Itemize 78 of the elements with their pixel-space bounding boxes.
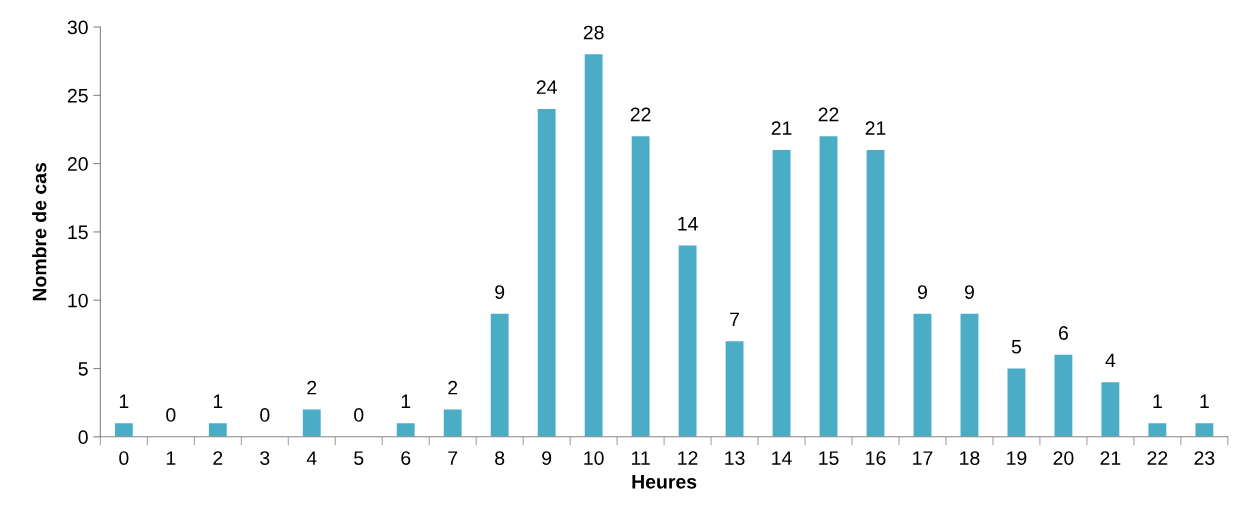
- data-label: 21: [771, 121, 792, 135]
- data-label: 9: [495, 285, 505, 299]
- data-label: 1: [119, 394, 129, 408]
- x-tick-label: 12: [678, 451, 698, 465]
- bar: [443, 409, 462, 437]
- data-label: 7: [730, 312, 739, 327]
- bar: [396, 423, 415, 437]
- y-tick-label: 0: [78, 430, 88, 445]
- x-tick-label: 17: [913, 451, 933, 465]
- x-axis-title: Heures: [632, 475, 697, 489]
- data-label: 2: [307, 380, 317, 395]
- data-label: 22: [630, 107, 651, 122]
- bar: [302, 409, 321, 437]
- bar: [1195, 423, 1214, 437]
- x-tick-label: 7: [448, 451, 458, 465]
- bar: [1101, 382, 1120, 437]
- bar: [1148, 423, 1167, 437]
- data-label: 2: [448, 380, 458, 395]
- data-label: 1: [213, 394, 223, 408]
- bar: [960, 313, 979, 437]
- data-label: 21: [865, 121, 886, 135]
- data-label: 0: [166, 408, 176, 422]
- data-label: 14: [678, 217, 698, 231]
- x-tick-label: 13: [725, 451, 745, 465]
- bar: [725, 341, 744, 437]
- x-tick-label: 11: [632, 451, 650, 465]
- x-tick-label: 8: [495, 451, 505, 465]
- y-tick-label: 30: [67, 20, 88, 35]
- x-tick-label: 1: [166, 451, 176, 465]
- x-tick-label: 22: [1147, 451, 1168, 465]
- x-tick-label: 19: [1007, 451, 1027, 465]
- x-tick-label: 9: [542, 451, 552, 465]
- x-tick-label: 21: [1100, 451, 1121, 465]
- data-label: 1: [1200, 394, 1209, 408]
- data-label: 1: [1153, 394, 1162, 408]
- data-label: 24: [536, 80, 557, 94]
- y-tick-label: 25: [67, 88, 88, 103]
- x-tick-label: 0: [119, 451, 129, 465]
- data-label: 9: [964, 285, 974, 299]
- bar: [1054, 354, 1073, 437]
- bar: [490, 313, 509, 437]
- x-tick-label: 20: [1053, 451, 1074, 465]
- bar: [913, 313, 932, 437]
- data-label: 9: [917, 285, 927, 299]
- y-tick-label: 5: [78, 362, 88, 376]
- bar: [537, 108, 556, 437]
- x-tick-label: 16: [866, 451, 886, 465]
- data-label: 22: [818, 107, 839, 122]
- bar: [866, 149, 885, 437]
- bar: [114, 423, 133, 437]
- y-tick-label: 20: [67, 157, 88, 171]
- data-label: 1: [401, 394, 411, 408]
- data-label: 0: [260, 408, 270, 422]
- bar: [584, 54, 603, 437]
- x-tick-label: 4: [306, 451, 317, 465]
- y-tick-label: 15: [68, 225, 88, 240]
- bar: [678, 245, 697, 437]
- x-tick-label: 23: [1194, 451, 1215, 465]
- x-tick-label: 18: [960, 451, 980, 465]
- x-tick-label: 5: [354, 451, 364, 465]
- data-label: 28: [583, 25, 604, 40]
- y-tick-label: 10: [68, 293, 88, 308]
- x-tick-label: 14: [772, 451, 792, 465]
- x-tick-label: 3: [260, 451, 270, 465]
- x-tick-label: 15: [819, 451, 839, 465]
- y-axis-title: Nombre de cas: [32, 163, 47, 301]
- data-label: 5: [1011, 339, 1022, 354]
- x-tick-label: 10: [584, 451, 604, 465]
- bar: [631, 136, 650, 437]
- x-tick-label: 6: [401, 451, 411, 465]
- bar: [208, 423, 227, 437]
- data-label: 6: [1059, 326, 1068, 340]
- data-label: 4: [1105, 353, 1116, 368]
- bar: [1007, 368, 1026, 437]
- data-label: 0: [354, 408, 364, 422]
- bar: [772, 149, 791, 437]
- bar: [819, 136, 838, 437]
- x-tick-label: 2: [213, 451, 223, 465]
